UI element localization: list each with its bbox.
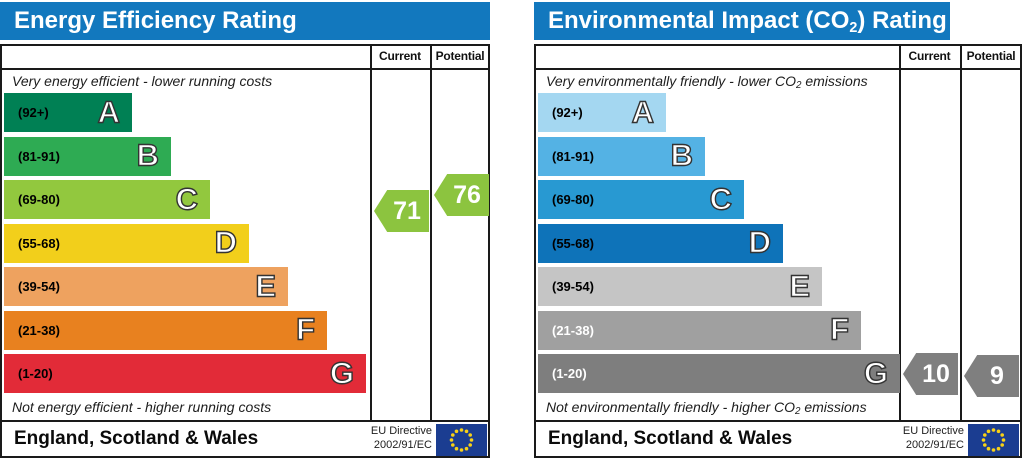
band-range-label: (39-54) [552, 279, 594, 294]
band-letter: E [789, 267, 811, 303]
band-letter: F [295, 311, 315, 347]
band-letter: F [829, 311, 849, 347]
current-rating-arrow: 10 [903, 353, 958, 395]
chart-title: Environmental Impact (CO2) Rating [548, 7, 947, 37]
band-d: (55-68) D [538, 223, 783, 263]
current-rating-arrow: 71 [374, 190, 429, 232]
energy-efficiency-chart: Energy Efficiency Rating Current Potenti… [0, 0, 490, 460]
band-range-label: (69-80) [552, 192, 594, 207]
band-letter: C [175, 180, 199, 216]
chart-title-bar: Environmental Impact (CO2) Rating [534, 2, 950, 40]
potential-rating-arrow: 76 [434, 174, 489, 216]
footer-row-divider [0, 420, 490, 422]
band-f: (21-38) F [4, 310, 327, 350]
band-range-label: (1-20) [18, 366, 53, 381]
current-column-header: Current [908, 49, 951, 63]
band-range-label: (55-68) [552, 235, 594, 251]
potential-rating-arrow: 9 [964, 355, 1019, 397]
band-range-label: (1-20) [552, 366, 587, 381]
footer-region-label: England, Scotland & Wales [14, 428, 259, 449]
bottom-caption: Not environmentally friendly - higher CO… [546, 399, 867, 418]
environmental-impact-chart: Environmental Impact (CO2) Rating Curren… [534, 0, 1024, 460]
chart-title: Energy Efficiency Rating [14, 7, 297, 34]
band-letter: G [863, 354, 889, 390]
top-caption: Very energy efficient - lower running co… [12, 73, 273, 89]
current-column-divider [899, 44, 901, 422]
band-letter: G [329, 354, 355, 390]
band-range-label: (81-91) [552, 148, 594, 164]
band-range-label: (81-91) [18, 148, 60, 164]
band-letter: C [709, 180, 733, 216]
band-letter: D [214, 224, 238, 260]
band-e: (39-54) E [4, 267, 288, 306]
header-row-divider [534, 68, 1022, 70]
band-range-label: (21-38) [18, 322, 60, 338]
potential-column-header: Potential [435, 49, 485, 63]
eu-directive-label: EU Directive 2002/91/EC [370, 425, 432, 451]
top-caption: Very environmentally friendly - lower CO… [546, 73, 868, 92]
band-d: (55-68) D [4, 223, 249, 263]
band-range-label: (69-80) [18, 192, 60, 207]
band-range-label: (92+) [552, 105, 583, 120]
potential-column-divider [430, 44, 432, 422]
band-a: (92+) A [4, 93, 132, 132]
band-range-label: (55-68) [18, 235, 60, 251]
band-letter: B [670, 137, 694, 173]
current-column-header: Current [379, 49, 421, 63]
footer-region-label: England, Scotland & Wales [548, 428, 793, 449]
band-c: (69-80) C [538, 180, 744, 219]
band-c: (69-80) C [4, 180, 210, 219]
footer-row-divider [534, 420, 1022, 422]
band-letter: A [97, 93, 121, 129]
current-column-divider [370, 44, 372, 422]
band-f: (21-38) F [538, 310, 861, 350]
eu-flag [436, 424, 487, 456]
header-row-divider [0, 68, 490, 70]
potential-column-divider [960, 44, 962, 422]
eu-directive-label: EU Directive 2002/91/EC [902, 425, 964, 451]
band-range-label: (21-38) [552, 322, 594, 338]
band-range-label: (92+) [18, 105, 49, 120]
band-letter: D [748, 224, 772, 260]
band-letter: B [136, 137, 160, 173]
band-b: (81-91) B [538, 136, 705, 176]
band-e: (39-54) E [538, 267, 822, 306]
band-letter: E [255, 267, 277, 303]
bottom-caption: Not energy efficient - higher running co… [12, 399, 272, 415]
band-letter: A [631, 93, 655, 129]
chart-title-bar: Energy Efficiency Rating [0, 2, 490, 40]
eu-flag [968, 424, 1019, 456]
band-a: (92+) A [538, 93, 666, 132]
band-b: (81-91) B [4, 136, 171, 176]
band-g: (1-20) G [538, 354, 900, 393]
band-g: (1-20) G [4, 354, 366, 393]
band-range-label: (39-54) [18, 279, 60, 294]
potential-column-header: Potential [966, 49, 1016, 63]
